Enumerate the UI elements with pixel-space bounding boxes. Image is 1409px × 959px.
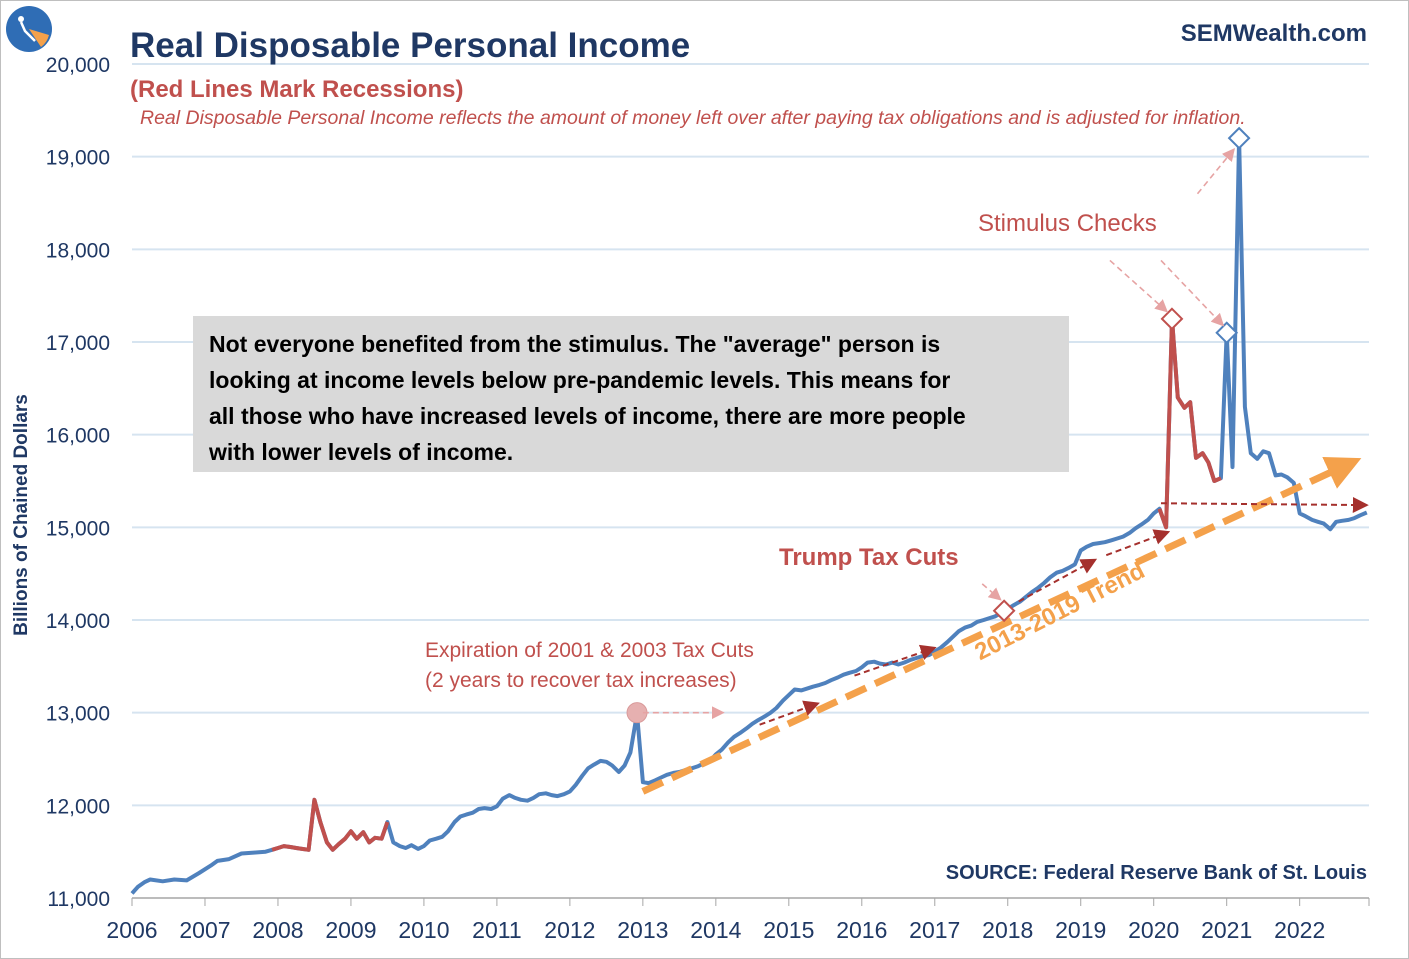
annotation-arrow — [1018, 558, 1098, 603]
x-tick-label: 2019 — [1055, 917, 1106, 943]
y-tick-label: 19,000 — [46, 147, 110, 170]
stimulus-annotation: Stimulus Checks — [978, 210, 1157, 237]
x-tick-label: 2011 — [472, 917, 521, 943]
x-tick-label: 2013 — [617, 917, 668, 943]
y-tick-label: 15,000 — [46, 517, 110, 540]
x-tick-label: 2020 — [1128, 917, 1179, 943]
recession-segment — [271, 797, 390, 852]
trend-line — [641, 456, 1362, 795]
chart-description: Real Disposable Personal Income reflects… — [140, 107, 1246, 129]
y-tick-label: 13,000 — [46, 703, 110, 726]
x-tick-label: 2021 — [1201, 917, 1252, 943]
callout-line: Not everyone benefited from the stimulus… — [209, 331, 941, 357]
x-tick-label: 2022 — [1274, 917, 1325, 943]
annotation-arrow — [1160, 259, 1225, 327]
x-tick-label: 2015 — [763, 917, 814, 943]
x-tick-label: 2006 — [106, 917, 157, 943]
x-tick-label: 2017 — [909, 917, 960, 943]
income-series-line — [130, 136, 1368, 895]
chart-subtitle: (Red Lines Mark Recessions) — [130, 76, 464, 103]
expiration-annotation: Expiration of 2001 & 2003 Tax Cuts (2 ye… — [425, 636, 754, 696]
x-tick-label: 2012 — [544, 917, 595, 943]
callout-line: looking at income levels below pre-pande… — [209, 367, 951, 393]
source-label: SOURCE: Federal Reserve Bank of St. Loui… — [945, 862, 1367, 884]
x-tick-label: 2008 — [252, 917, 303, 943]
annotation-arrow — [1160, 496, 1369, 513]
y-tick-label: 17,000 — [46, 332, 110, 355]
brand-label: SEMWealth.com — [1180, 20, 1367, 47]
event-marker — [1227, 126, 1251, 150]
annotation-arrow — [759, 700, 820, 726]
annotation-arrow — [981, 583, 1002, 601]
recession-segment — [1157, 316, 1222, 530]
stimulus-callout: Not everyone benefited from the stimulus… — [193, 316, 1069, 472]
event-marker — [1160, 307, 1184, 331]
y-tick-label: 18,000 — [46, 239, 110, 262]
y-tick-label: 16,000 — [46, 425, 110, 448]
callout-line: all those who have increased levels of i… — [209, 403, 966, 429]
x-tick-label: 2014 — [690, 917, 741, 943]
event-marker — [992, 599, 1016, 623]
chart-title: Real Disposable Personal Income — [130, 26, 691, 65]
x-tick-label: 2007 — [179, 917, 230, 943]
x-tick-label: 2016 — [836, 917, 887, 943]
expiration-annotation-line: Expiration of 2001 & 2003 Tax Cuts — [425, 639, 754, 662]
annotation-arrow — [854, 644, 937, 677]
event-marker — [1215, 321, 1239, 345]
annotation-arrow — [1105, 529, 1171, 557]
callout-line: with lower levels of income. — [209, 439, 514, 465]
y-tick-label: 11,000 — [47, 888, 110, 911]
y-axis-label: Billions of Chained Dollars — [11, 394, 32, 636]
y-tick-label: 20,000 — [46, 54, 110, 77]
x-tick-label: 2009 — [325, 917, 376, 943]
x-tick-label: 2018 — [982, 917, 1033, 943]
y-tick-label: 14,000 — [46, 610, 110, 633]
semwealth-logo — [5, 5, 53, 53]
x-tick-label: 2010 — [398, 917, 449, 943]
annotation-arrow — [1109, 259, 1169, 313]
trump-tax-cuts-annotation: Trump Tax Cuts — [779, 544, 959, 571]
y-tick-label: 12,000 — [46, 795, 110, 818]
expiration-annotation-line: (2 years to recover tax increases) — [425, 669, 737, 692]
